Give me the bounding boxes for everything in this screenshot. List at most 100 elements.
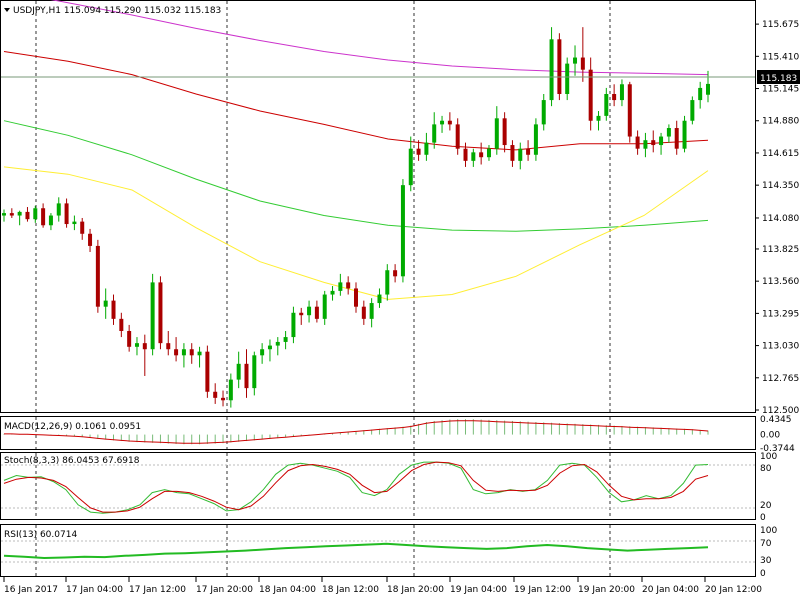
candle xyxy=(213,383,218,404)
rsi-panel[interactable] xyxy=(0,524,756,577)
candle xyxy=(526,140,531,161)
price-axis: 115.675 115.410 115.145 114.880 114.615 114.3… xyxy=(755,20,799,416)
candle xyxy=(134,337,139,356)
candle xyxy=(299,307,304,325)
time-tick-label: 18 Jan 12:00 xyxy=(322,585,379,595)
candle xyxy=(260,343,265,364)
candle xyxy=(88,228,93,252)
main-title: USDJPY,H1 115.094 115.290 115.032 115.18… xyxy=(13,6,221,16)
candle xyxy=(244,349,249,398)
macd-title: MACD(12,26,9) 0.1061 0.0951 xyxy=(4,422,141,432)
candle xyxy=(9,208,14,218)
candle xyxy=(103,288,108,319)
price-tick-label: 114.350 xyxy=(762,181,799,191)
candle xyxy=(291,306,296,344)
candle xyxy=(181,343,186,368)
candle xyxy=(549,27,554,107)
stoch-tick-label: 0 xyxy=(760,513,766,523)
candle xyxy=(95,239,100,313)
candle xyxy=(432,112,437,149)
candle xyxy=(354,282,358,313)
moving-average-line xyxy=(3,51,709,151)
stoch-main-line xyxy=(3,461,709,514)
candle xyxy=(619,79,624,107)
candle xyxy=(346,276,351,295)
symbol-title: USDJPY,H1 115.094 115.290 115.032 115.18… xyxy=(4,6,221,16)
rsi-axis: 100 70 30 0 xyxy=(760,526,777,579)
candle xyxy=(322,290,327,325)
candle xyxy=(236,351,241,389)
stoch-signal-line xyxy=(3,461,709,513)
candle xyxy=(541,94,546,131)
stoch-tick-label: 100 xyxy=(760,452,777,462)
candle xyxy=(408,136,413,192)
time-tick-label: 19 Jan 04:00 xyxy=(450,585,507,595)
stoch-panel[interactable] xyxy=(0,452,756,520)
stoch-tick-label: 80 xyxy=(760,464,772,474)
candle xyxy=(41,203,46,228)
price-tick-label: 114.880 xyxy=(762,117,799,127)
candle xyxy=(33,205,38,223)
price-tick-label: 113.560 xyxy=(762,277,799,287)
moving-averages xyxy=(3,0,709,300)
price-tick-label: 112.500 xyxy=(762,406,799,416)
macd-signal-line xyxy=(4,420,709,444)
candle xyxy=(424,132,429,161)
price-tick-label: 114.615 xyxy=(762,149,799,159)
candle xyxy=(25,207,30,222)
macd-panel[interactable] xyxy=(0,416,756,450)
candle xyxy=(706,70,710,103)
price-tick-label: 115.410 xyxy=(762,52,799,62)
time-tick-label: 17 Jan 04:00 xyxy=(66,585,123,595)
candle xyxy=(48,213,53,231)
time-tick-label: 18 Jan 04:00 xyxy=(259,585,316,595)
candle xyxy=(557,33,562,101)
candle xyxy=(580,27,585,82)
candle xyxy=(252,351,257,396)
candle xyxy=(17,210,22,226)
candle xyxy=(635,130,640,155)
candle xyxy=(330,286,335,301)
price-tick-label: 112.765 xyxy=(762,374,799,384)
candle xyxy=(518,142,523,170)
candle xyxy=(314,300,319,323)
moving-average-line xyxy=(3,120,709,232)
candle xyxy=(267,339,272,362)
candle xyxy=(80,217,85,240)
candle xyxy=(416,140,421,161)
macd-tick-label: 0.4345 xyxy=(760,415,792,425)
candle xyxy=(307,300,312,323)
macd-tick-label: -0.3744 xyxy=(760,444,795,454)
price-tick-label: 114.080 xyxy=(762,214,799,224)
stoch-title: Stoch(8,3,3) 86.0453 67.6918 xyxy=(4,456,140,466)
price-tick-label: 115.145 xyxy=(762,85,799,95)
time-tick-label: 20 Jan 12:00 xyxy=(705,585,762,595)
candle xyxy=(275,337,280,356)
candle xyxy=(690,96,695,125)
candle xyxy=(2,209,6,222)
candle xyxy=(565,57,570,101)
candle xyxy=(447,112,452,131)
time-tick-label: 17 Jan 12:00 xyxy=(129,585,186,595)
rsi-line xyxy=(3,542,709,560)
current-price-tag: 115.183 xyxy=(757,70,800,84)
current-price-label: 115.183 xyxy=(760,74,797,84)
candle xyxy=(119,312,124,338)
candle xyxy=(588,57,593,131)
candlesticks xyxy=(2,27,710,408)
candle xyxy=(400,179,405,283)
candle xyxy=(205,345,210,398)
day-separators xyxy=(35,1,611,576)
time-tick-label: 19 Jan 12:00 xyxy=(514,585,571,595)
candle xyxy=(111,294,116,325)
price-tick-label: 113.030 xyxy=(762,342,799,352)
candle xyxy=(72,215,77,231)
rsi-tick-label: 100 xyxy=(760,526,777,536)
dropdown-arrow-icon[interactable] xyxy=(4,8,10,12)
candle xyxy=(283,331,288,350)
candle xyxy=(627,81,632,143)
candle xyxy=(142,334,147,376)
candle xyxy=(666,124,671,143)
main-panel[interactable] xyxy=(0,0,756,413)
